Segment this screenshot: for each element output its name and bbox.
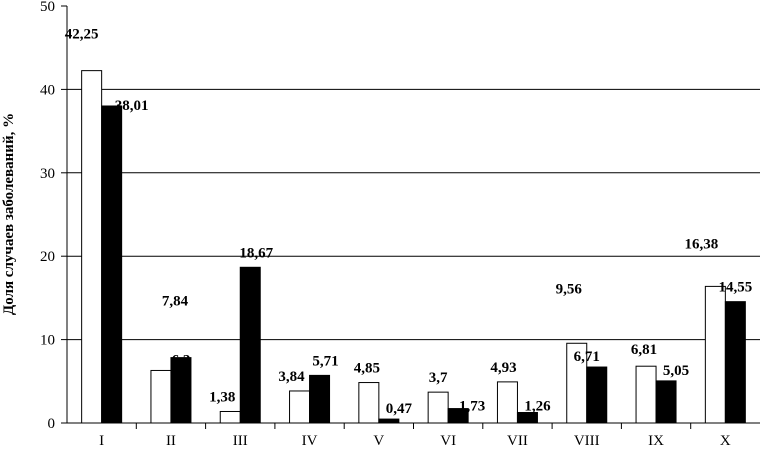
data-label-series-2: 1,73 [459, 399, 485, 415]
data-label-series-2: 14,55 [718, 280, 752, 296]
x-tick-label: VI [440, 433, 456, 449]
bar-series-1 [427, 391, 449, 424]
x-tick-label: III [233, 433, 248, 449]
data-label-series-1: 1,38 [209, 389, 235, 405]
data-label-series-1: 3,84 [278, 369, 305, 385]
data-label-series-2: 5,71 [312, 353, 338, 369]
x-tick-label: VII [507, 433, 528, 449]
data-label-series-1: 6,3 [172, 352, 191, 368]
bar-series-1 [635, 365, 657, 424]
data-label-series-1: 6,81 [631, 342, 657, 358]
data-label-series-2: 0,47 [386, 401, 413, 417]
data-label-series-1: 42,25 [65, 27, 99, 43]
y-tick-label: 10 [40, 333, 55, 349]
data-label-series-1: 9,56 [556, 281, 583, 297]
x-tick-label: IV [302, 433, 318, 449]
bar-series-1 [219, 410, 241, 424]
bars [81, 70, 746, 424]
bar-series-2 [239, 266, 261, 424]
data-label-series-2: 1,26 [524, 398, 551, 414]
data-labels: 42,25 6,3 1,38 3,84 4,85 3,7 4,93 9,56 6,81 16,38… [65, 27, 752, 417]
x-tick-label: II [166, 433, 176, 449]
bar-series-2 [586, 366, 608, 424]
x-tick-label: I [99, 433, 104, 449]
x-tick-label: VIII [574, 433, 600, 449]
bar-series-2 [378, 418, 400, 424]
x-tick-label: X [720, 433, 731, 449]
data-label-series-2: 7,84 [162, 294, 189, 310]
y-tick-label: 50 [40, 0, 55, 15]
x-tick-label: V [373, 433, 384, 449]
data-label-series-2: 5,05 [663, 363, 689, 379]
bar-series-2 [724, 301, 746, 424]
bar-series-1 [704, 285, 726, 424]
bar-series-2 [101, 105, 123, 424]
data-label-series-2: 18,67 [239, 245, 273, 261]
bar-series-1 [358, 382, 380, 424]
data-label-series-2: 38,01 [115, 98, 149, 114]
bar-series-1 [81, 70, 103, 424]
x-tick-label: IX [648, 433, 664, 449]
bar-series-1 [289, 390, 311, 424]
bar-series-1 [150, 369, 172, 424]
y-axis-title: Доля случаев заболеваний, % [1, 113, 17, 315]
data-label-series-1: 4,85 [354, 361, 380, 377]
y-tick-label: 40 [40, 82, 55, 98]
y-tick-label: 20 [40, 249, 55, 265]
bar-series-2 [655, 380, 677, 424]
y-tick-label: 30 [40, 166, 55, 182]
bar-series-1 [496, 381, 518, 424]
data-label-series-1: 16,38 [684, 236, 718, 252]
data-label-series-2: 6,71 [574, 349, 600, 365]
gridlines [67, 88, 760, 341]
data-label-series-1: 4,93 [490, 360, 516, 376]
bar-series-2 [309, 374, 331, 424]
data-label-series-1: 3,7 [429, 370, 448, 386]
y-tick-label: 0 [48, 416, 56, 432]
